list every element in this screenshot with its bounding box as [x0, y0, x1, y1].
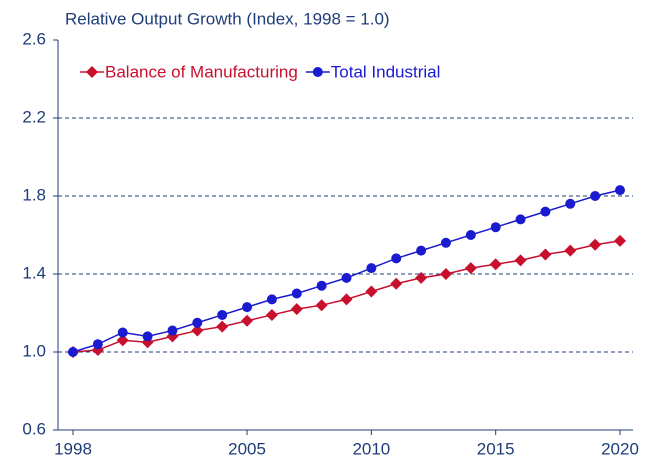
- y-tick-label: 1.0: [22, 341, 46, 360]
- marker: [439, 268, 452, 280]
- marker: [464, 262, 477, 275]
- marker: [465, 230, 476, 240]
- marker: [514, 254, 527, 267]
- x-tick-label: 2005: [228, 439, 266, 458]
- x-tick-label: 2010: [352, 439, 390, 458]
- marker: [366, 263, 377, 274]
- marker: [589, 238, 602, 251]
- x-tick-label: 2015: [477, 439, 515, 458]
- marker: [241, 314, 254, 327]
- chart-title: Relative Output Growth (Index, 1998 = 1.…: [65, 9, 390, 28]
- marker: [590, 191, 601, 201]
- marker: [216, 320, 229, 333]
- marker: [614, 234, 626, 247]
- legend-label: Balance of Manufacturing: [105, 62, 298, 81]
- marker: [192, 317, 203, 328]
- marker: [290, 303, 303, 316]
- marker: [316, 280, 327, 291]
- marker: [167, 325, 178, 336]
- marker: [440, 237, 451, 248]
- marker: [291, 288, 302, 299]
- marker: [92, 339, 103, 350]
- marker: [341, 272, 352, 283]
- marker: [116, 334, 129, 347]
- marker: [142, 331, 153, 342]
- legend-label: Total Industrial: [331, 62, 441, 81]
- marker: [540, 206, 551, 217]
- x-tick-label: 1998: [54, 439, 92, 458]
- legend-marker: [312, 67, 323, 77]
- y-tick-label: 2.6: [22, 29, 46, 48]
- marker: [539, 248, 552, 261]
- marker: [340, 293, 353, 306]
- marker: [615, 185, 625, 196]
- y-tick-label: 1.8: [22, 185, 46, 204]
- marker: [416, 245, 427, 256]
- legend-marker: [86, 66, 98, 78]
- marker: [242, 302, 253, 313]
- y-tick-label: 0.6: [22, 419, 46, 438]
- marker: [315, 299, 328, 312]
- y-tick-label: 2.2: [22, 107, 46, 126]
- marker: [565, 198, 576, 209]
- marker: [265, 308, 278, 321]
- marker: [68, 347, 78, 357]
- marker: [117, 327, 128, 338]
- marker: [415, 271, 428, 284]
- y-tick-label: 1.4: [22, 263, 46, 282]
- marker: [489, 258, 502, 271]
- marker: [217, 309, 228, 320]
- marker: [391, 253, 402, 264]
- marker: [515, 214, 526, 225]
- marker: [266, 294, 277, 305]
- marker: [490, 222, 501, 233]
- marker: [390, 277, 403, 290]
- marker: [564, 244, 577, 257]
- x-tick-label: 2020: [601, 439, 639, 458]
- marker: [191, 324, 204, 337]
- marker: [365, 285, 378, 298]
